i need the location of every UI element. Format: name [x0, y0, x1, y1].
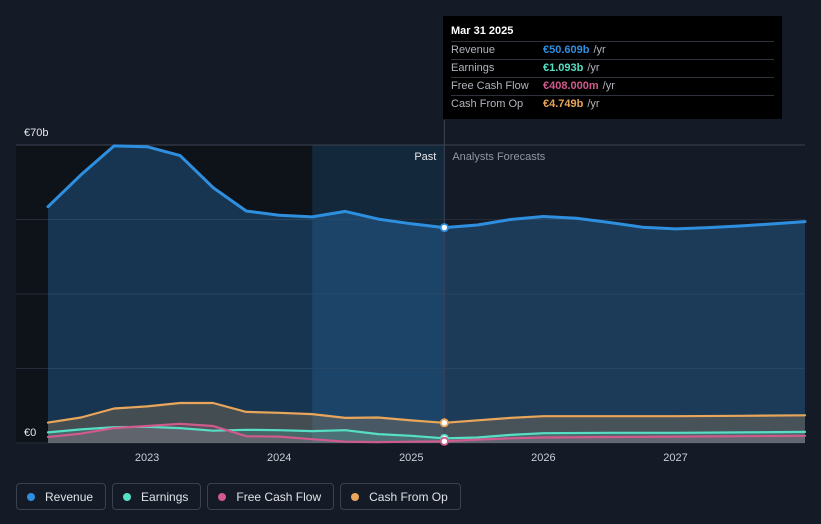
legend: Revenue Earnings Free Cash Flow Cash From O… [16, 483, 461, 510]
free-cash-flow-point[interactable] [439, 436, 449, 446]
legend-item-cash-from-op[interactable]: Cash From Op [340, 483, 461, 510]
y-axis-bottom-label: €0 [24, 427, 36, 439]
free-cash-flow-line [46, 422, 807, 444]
tooltip-date: Mar 31 2025 [451, 25, 514, 37]
x-tick-label: 2026 [531, 452, 555, 464]
tooltip-value: €50.609b [543, 44, 590, 56]
free-cash-flow-area [48, 423, 805, 443]
legend-label: Revenue [45, 489, 94, 504]
x-tick-label: 2024 [267, 452, 291, 464]
revenue-line [46, 144, 807, 231]
legend-label: Free Cash Flow [236, 489, 322, 504]
tooltip-row: Earnings €1.093b/yr [451, 59, 774, 77]
tooltip-row: Cash From Op €4.749b/yr [451, 95, 774, 113]
legend-dot-icon [123, 492, 132, 501]
cash-from-op-point[interactable] [439, 418, 449, 428]
legend-dot-icon [351, 492, 360, 501]
legend-item-revenue[interactable]: Revenue [16, 483, 107, 510]
tooltip-unit: /yr [602, 80, 615, 92]
tooltip-value: €1.093b [543, 62, 584, 74]
legend-label: Earnings [141, 489, 189, 504]
tooltip-value: €4.749b [543, 98, 584, 110]
tooltip: Mar 31 2025 Revenue €50.609b/yr Earnings €1… [443, 16, 782, 119]
tooltip-value: €408.000m [543, 80, 599, 92]
legend-dot-icon [27, 492, 35, 501]
tooltip-label: Cash From Op [451, 98, 524, 110]
tooltip-unit: /yr [587, 62, 600, 74]
cash-from-op-line [46, 401, 807, 424]
y-axis-top-label: €70b [24, 127, 48, 139]
legend-item-earnings[interactable]: Earnings [112, 483, 202, 510]
legend-item-free-cash-flow[interactable]: Free Cash Flow [207, 483, 335, 510]
revenue-point[interactable] [439, 223, 449, 233]
tooltip-label: Earnings [451, 62, 495, 74]
legend-dot-icon [218, 492, 227, 501]
tooltip-label: Free Cash Flow [451, 80, 529, 92]
legend-label: Cash From Op [369, 489, 448, 504]
tooltip-row: Free Cash Flow €408.000m/yr [451, 77, 774, 95]
tooltip-label: Revenue [451, 44, 496, 56]
revenue-area [48, 145, 805, 443]
tooltip-unit: /yr [593, 44, 606, 56]
tooltip-unit: /yr [587, 98, 600, 110]
tooltip-row: Revenue €50.609b/yr [451, 41, 774, 59]
x-tick-label: 2027 [663, 452, 687, 464]
past-label: Past [414, 151, 436, 163]
earnings-line [46, 425, 807, 440]
x-tick-label: 2023 [135, 452, 159, 464]
x-tick-label: 2025 [399, 452, 423, 464]
forecast-label: Analysts Forecasts [452, 151, 545, 163]
